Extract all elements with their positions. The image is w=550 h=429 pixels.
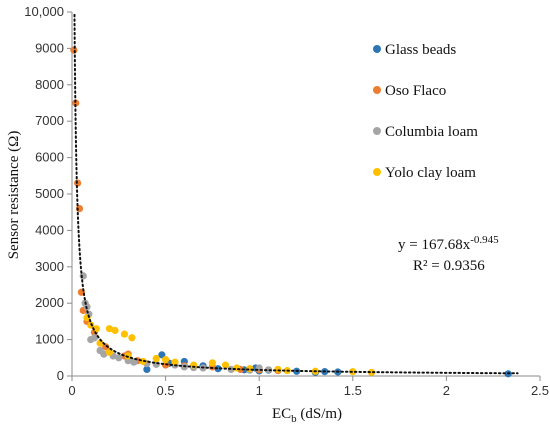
data-point [130,358,138,366]
x-tick-label: 1 [256,383,263,398]
legend-label: Yolo clay loam [385,165,476,181]
legend: Glass beads Oso Flaco Columbia loam Yolo cl… [373,42,478,181]
data-point [100,350,108,358]
data-point [90,334,99,342]
data-point [171,358,179,366]
data-point [105,348,114,356]
trend-equation-exponent: -0.945 [470,234,499,246]
x-tick-label: 0.5 [157,383,175,398]
data-point [162,356,170,364]
trendline-layer [73,13,519,375]
x-tick-label: 2.5 [531,383,549,398]
data-point [221,361,230,369]
data-point [208,359,216,367]
data-point [214,365,222,373]
r-squared-label: R² = 0.9356 [413,258,485,274]
y-tick-label: 6000 [35,150,64,165]
y-tick-label: 4000 [35,222,64,237]
legend-label: Glass beads [385,42,456,58]
y-tick-label: 0 [57,368,64,383]
y-tick-label: 10,000 [24,4,64,19]
data-point [92,325,100,333]
x-axis-title-main: EC [272,406,291,422]
series-columbia-loam [79,272,273,374]
y-tick-label: 3000 [35,259,64,274]
data-point [128,334,136,342]
trend-equation-base: y = 167.68x [398,237,471,253]
x-axis-title-sub: b [291,413,297,425]
legend-marker [373,86,381,94]
data-point [87,321,95,329]
data-point [115,354,123,362]
x-tick-label: 0 [68,383,75,398]
data-point [111,326,119,335]
x-tick-label: 2 [443,383,450,398]
legend-label: Columbia loam [385,124,478,140]
data-point [143,365,151,374]
y-tick-label: 5000 [35,186,64,201]
series-oso-flaco [70,46,282,375]
x-tick-label: 1.5 [344,383,362,398]
legend-marker [373,45,381,53]
y-tick-label: 8000 [35,77,64,92]
y-tick-label: 1000 [35,332,64,347]
plot-area: 0 1000 2000 3000 4000 5000 6000 7000 8000 9000 10,… [24,4,549,398]
y-axis-title: Sensor resistance (Ω) [6,131,22,260]
x-axis-title: ECb (dS/m) [272,406,342,425]
y-tick-label: 7000 [35,113,64,128]
legend-marker [373,168,381,176]
data-point [367,368,376,376]
power-trendline [73,13,519,375]
x-axis-title-units: (dS/m) [297,406,342,422]
y-tick-label: 2000 [35,295,64,310]
data-point [152,354,160,363]
data-point [72,99,80,107]
data-point [102,343,110,351]
data-point [120,330,129,338]
legend-label: Oso Flaco [385,83,446,99]
y-tick-label: 9000 [35,40,64,55]
data-point [233,364,241,372]
legend-marker [373,127,381,135]
series-glass-beads [143,351,512,378]
data-point [105,325,114,333]
trend-equation: y = 167.68x-0.945 [398,234,499,253]
